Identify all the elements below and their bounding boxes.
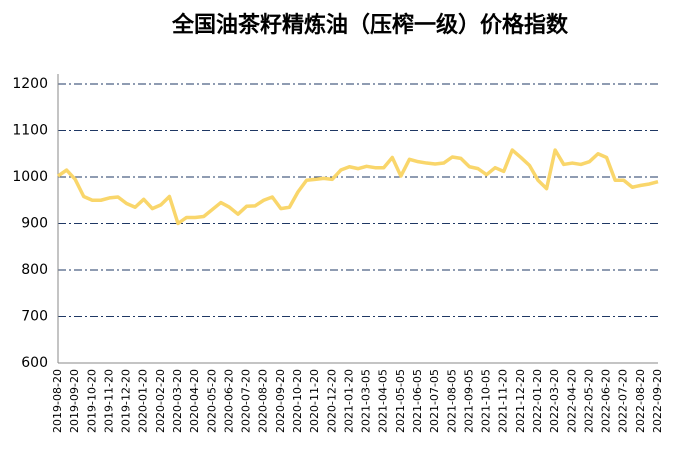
line-series: [56, 148, 659, 226]
x-tick-label: 2020-05-20: [205, 369, 218, 433]
x-tick-label: 2021-10-05: [480, 369, 493, 433]
y-tick-label: 900: [21, 216, 48, 232]
x-tick-label: 2020-11-20: [308, 369, 321, 433]
x-tick-label: 2022-09-20: [651, 369, 664, 433]
x-tick-label: 2020-01-20: [137, 369, 150, 433]
x-tick-label: 2019-12-20: [120, 369, 133, 433]
x-tick-label: 2019-09-20: [68, 369, 81, 433]
x-tick-label: 2020-10-20: [291, 369, 304, 433]
x-tick-label: 2021-05-05: [394, 369, 407, 433]
x-tick-label: 2019-11-20: [102, 369, 115, 433]
x-tick-label: 2022-01-20: [531, 369, 544, 433]
x-tick-label: 2022-06-20: [600, 369, 613, 433]
y-tick-label: 600: [21, 355, 48, 371]
x-tick-label: 2021-12-20: [514, 369, 527, 433]
x-tick-label: 2021-11-20: [497, 369, 510, 433]
x-tick-label: 2020-06-20: [222, 369, 235, 433]
x-tick-label: 2021-09-05: [462, 369, 475, 433]
x-tick-label: 2020-09-20: [274, 369, 287, 433]
chart-title: 全国油茶籽精炼油（压榨一级）价格指数: [171, 12, 569, 38]
x-tick-label: 2020-04-20: [188, 369, 201, 433]
x-tick-label: 2021-03-05: [360, 369, 373, 433]
x-tick-label: 2021-04-05: [377, 369, 390, 433]
y-tick-label: 1000: [12, 169, 48, 185]
x-tick-label: 2020-12-20: [325, 369, 338, 433]
x-tick-label: 2019-10-20: [85, 369, 98, 433]
x-tick-label: 2020-07-20: [240, 369, 253, 433]
x-tick-label: 2022-07-20: [617, 369, 630, 433]
x-tick-label: 2022-04-20: [565, 369, 578, 433]
x-tick-label: 2020-03-20: [171, 369, 184, 433]
x-tick-label: 2019-08-20: [51, 369, 64, 433]
y-tick-label: 700: [21, 309, 48, 325]
x-tick-label: 2020-08-20: [257, 369, 270, 433]
y-tick-label: 1100: [12, 123, 48, 139]
x-tick-label: 2022-05-20: [582, 369, 595, 433]
x-tick-label: 2021-06-05: [411, 369, 424, 433]
x-tick-label: 2022-08-20: [634, 369, 647, 433]
y-tick-label: 1200: [12, 76, 48, 92]
x-tick-label: 2020-02-20: [154, 369, 167, 433]
x-tick-label: 2022-03-20: [548, 369, 561, 433]
x-tick-label: 2021-08-05: [445, 369, 458, 433]
y-tick-label: 800: [21, 262, 48, 278]
x-tick-label: 2021-01-20: [342, 369, 355, 433]
x-tick-label: 2021-07-05: [428, 369, 441, 433]
